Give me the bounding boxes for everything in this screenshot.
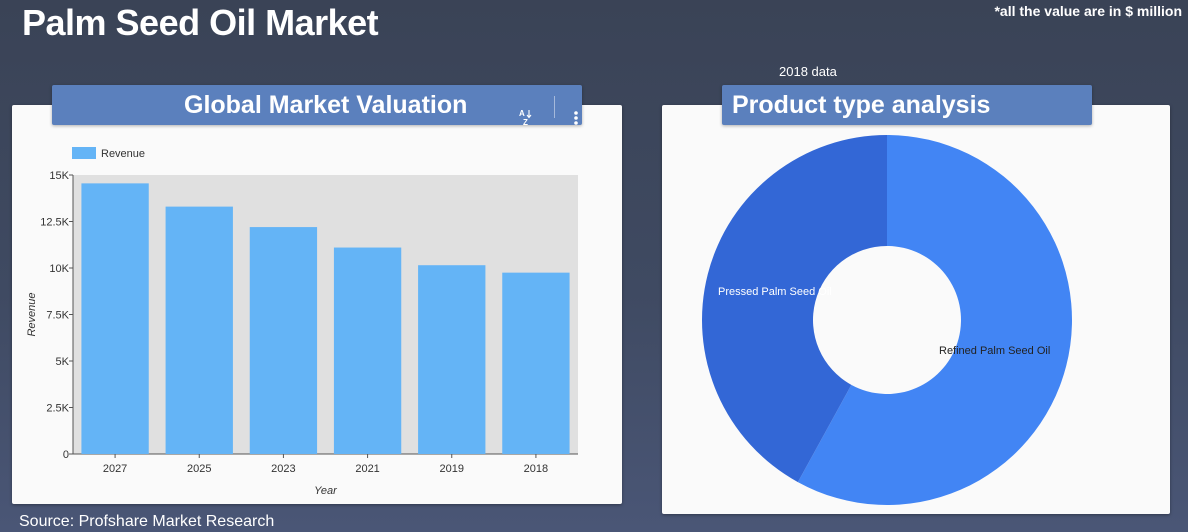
product-type-header: Product type analysis [722,85,1092,125]
x-tick-label: 2019 [440,463,464,475]
y-tick-label: 2.5K [46,403,69,415]
bar-2019 [418,265,486,454]
slice-refined-palm-seed-oil [797,135,1072,505]
more-vert-icon[interactable] [573,100,579,125]
y-tick-label: 0 [63,449,69,461]
legend-label-revenue: Revenue [101,148,145,160]
market-valuation-title: Global Market Valuation [184,91,468,119]
bar-2023 [249,227,318,454]
bar-2027 [81,183,149,454]
y-tick-label: 7.5K [46,310,69,322]
x-tick-label: 2021 [355,463,379,475]
svg-text:A: A [519,109,525,118]
product-type-donut-chart[interactable]: Refined Palm Seed Oil Pressed Palm Seed O… [662,105,1170,514]
slice-label-pressed-palm-seed-oil: Pressed Palm Seed Oil [718,286,832,298]
x-tick-label: 2025 [187,463,211,475]
sort-az-icon[interactable]: A Z [518,98,534,127]
market-valuation-header: Global Market Valuation A Z [52,85,582,127]
header-divider [554,96,555,118]
bar-2018 [502,272,570,454]
market-valuation-bar-chart[interactable]: 0 2.5K 5K 7.5K 10K 12.5K 15K 2027 2025 2023 2021 20… [12,105,622,504]
x-axis-title: Year [314,485,338,497]
legend-swatch-revenue [72,147,96,159]
product-type-panel: Refined Palm Seed Oil Pressed Palm Seed O… [662,105,1170,514]
slice-label-refined-palm-seed-oil: Refined Palm Seed Oil [939,345,1050,357]
y-tick-label: 5K [56,356,70,368]
market-valuation-panel: 0 2.5K 5K 7.5K 10K 12.5K 15K 2027 2025 2023 2021 20… [12,105,622,504]
y-tick-label: 12.5K [40,217,69,229]
page-title: Palm Seed Oil Market [22,2,379,43]
x-tick-label: 2023 [271,463,295,475]
data-year-note: 2018 data [779,64,837,79]
slice-pressed-palm-seed-oil [702,135,887,483]
source-note: Source: Profshare Market Research [19,513,275,530]
x-tick-label: 2027 [103,463,127,475]
units-note: *all the value are in $ million [994,3,1182,19]
plot-area [73,175,578,454]
svg-text:Z: Z [523,118,528,126]
bar-2025 [165,206,233,454]
y-tick-label: 10K [49,263,69,275]
x-tick-label: 2018 [524,463,548,475]
bar-2021 [333,247,402,454]
product-type-title: Product type analysis [732,91,991,119]
y-axis-title: Revenue [26,292,38,336]
y-tick-label: 15K [49,170,69,182]
